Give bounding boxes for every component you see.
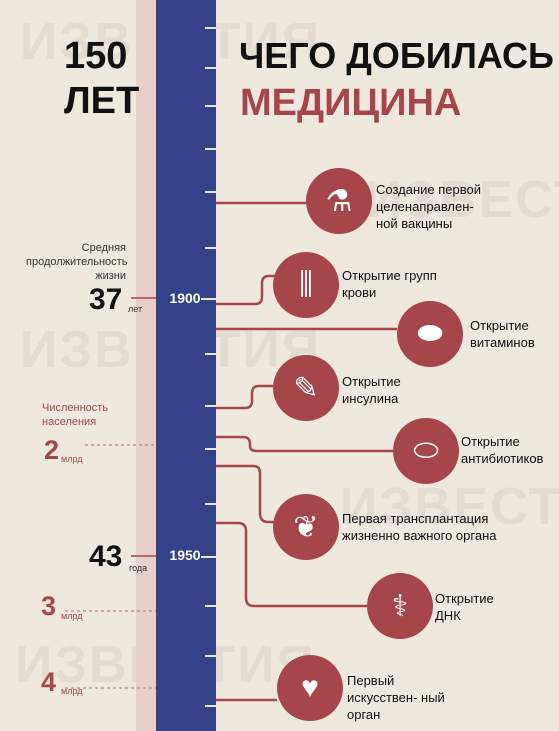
timeline-tick bbox=[205, 27, 216, 29]
timeline-tick bbox=[205, 191, 216, 193]
population-band bbox=[136, 0, 156, 731]
connector-blood bbox=[216, 274, 275, 306]
population-2-unit: млрд bbox=[61, 454, 83, 464]
population-3-value: 3 bbox=[41, 591, 57, 621]
population-label: Численность населения bbox=[42, 402, 109, 428]
event-blood-label: Открытие групп крови bbox=[342, 268, 437, 300]
timeline-tick bbox=[205, 105, 216, 107]
timeline-tick-1950 bbox=[201, 556, 216, 558]
timeline-tick bbox=[205, 705, 216, 707]
kidney-icon: ❦ bbox=[273, 494, 339, 560]
organ-icon: ♥ bbox=[277, 655, 343, 721]
watermark-right-lower: ИЗВЕСТИЯ bbox=[340, 478, 559, 536]
connector-transplant bbox=[216, 464, 275, 524]
timeline-tick bbox=[205, 148, 216, 150]
title-main: ЧЕГО ДОБИЛАСЬ bbox=[239, 35, 554, 76]
watermark-right: ИЗВЕСТИЯ bbox=[365, 171, 559, 229]
timeline-tick bbox=[205, 448, 216, 450]
event-transplant-label: Первая трансплантация жизненно важного о… bbox=[342, 511, 497, 543]
timeline-tick bbox=[205, 67, 216, 69]
timeline-tick-1900 bbox=[201, 298, 216, 300]
title-number: 150 bbox=[64, 35, 128, 77]
population-4-unit: млрд bbox=[61, 686, 83, 696]
connector-antibiotics bbox=[216, 435, 393, 453]
year-1900: 1900 bbox=[169, 290, 201, 306]
event-organ-label: Первый искусствен- ный орган bbox=[347, 673, 445, 722]
timeline-tick bbox=[205, 605, 216, 607]
event-antibiotics-label: Открытие антибиотиков bbox=[461, 434, 544, 466]
vaccine-bottle-icon: ⚗ bbox=[306, 168, 372, 234]
syringe-icon: ✎ bbox=[273, 355, 339, 421]
event-dna-label: Открытие ДНК bbox=[435, 591, 494, 623]
population-3-unit: млрд bbox=[61, 611, 83, 621]
life-1900-value: 37 bbox=[89, 283, 123, 316]
blood-tubes-icon: ⫼ bbox=[273, 252, 339, 318]
event-insulin-label: Открытие инсулина bbox=[342, 374, 401, 406]
event-vaccine-label: Создание первой целенаправлен- ной вакци… bbox=[376, 182, 481, 231]
capsule-icon: ⬭ bbox=[393, 418, 459, 484]
life-1950-value: 43 bbox=[89, 540, 123, 573]
title-years: ЛЕТ bbox=[64, 80, 140, 122]
population-2-value: 2 bbox=[44, 435, 60, 465]
timeline-axis bbox=[156, 0, 216, 731]
vitamins-icon: ⬬ bbox=[397, 301, 463, 367]
timeline-tick bbox=[205, 247, 216, 249]
life-1900-unit: лет bbox=[128, 304, 143, 314]
title-sub: МЕДИЦИНА bbox=[240, 82, 462, 124]
connector-dna bbox=[216, 521, 367, 608]
dna-icon: ⚕ bbox=[367, 573, 433, 639]
timeline-tick bbox=[205, 655, 216, 657]
timeline-tick bbox=[205, 503, 216, 505]
timeline-tick bbox=[205, 353, 216, 355]
timeline-tick bbox=[205, 405, 216, 407]
life-expectancy-label: Средняя продолжительность жизни bbox=[26, 242, 128, 282]
life-1950-unit: года bbox=[129, 563, 148, 573]
connector-insulin bbox=[216, 384, 273, 410]
year-1950: 1950 bbox=[169, 547, 201, 563]
event-vitamins-label: Открытие витаминов bbox=[470, 318, 535, 350]
population-4-value: 4 bbox=[41, 667, 57, 697]
